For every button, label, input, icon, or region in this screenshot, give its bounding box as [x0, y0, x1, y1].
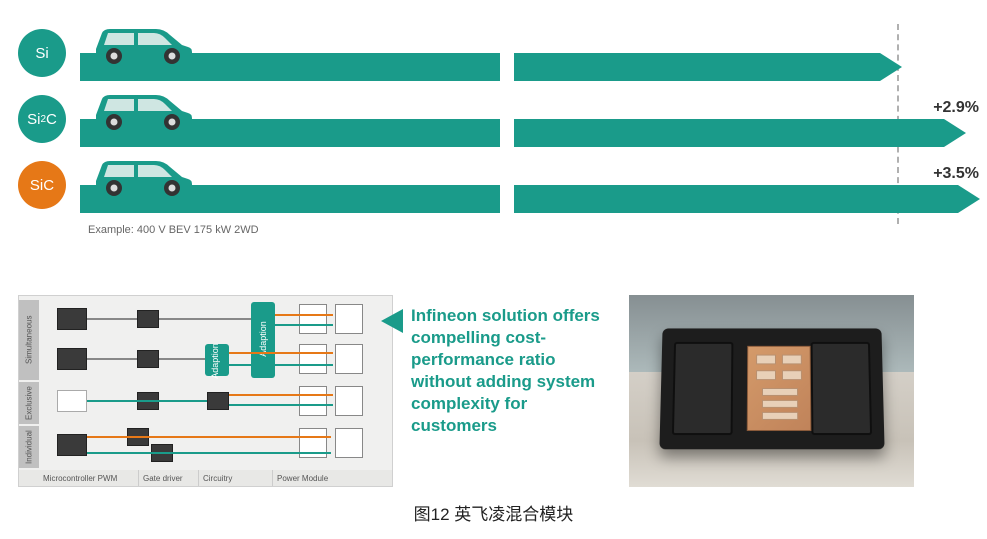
diagram-footer: Microcontroller PWM Gate driver Circuitr… — [19, 470, 392, 486]
die-icon — [782, 370, 802, 380]
range-row: SiC +3.5% — [18, 152, 969, 218]
die-icon — [762, 400, 798, 408]
mcu-chip-icon — [57, 434, 87, 456]
module-substrate — [747, 346, 812, 431]
arrow-head-icon — [880, 53, 902, 81]
gate-driver-chip-icon — [137, 350, 159, 368]
col-circuit: Circuitry — [199, 470, 273, 486]
die-icon — [782, 355, 802, 365]
arrow-head-icon — [958, 185, 980, 213]
transistor-icon — [299, 344, 327, 374]
transistor-icon — [335, 344, 363, 374]
solution-callout: Infineon solution offers compelling cost… — [411, 295, 611, 438]
mcu-chip-icon — [57, 348, 87, 370]
transistor-icon — [335, 386, 363, 416]
row-group-simultaneous: Simultaneous — [19, 300, 39, 380]
transistor-icon — [299, 304, 327, 334]
sic-line — [229, 394, 333, 396]
range-gain-label: +3.5% — [933, 165, 979, 183]
signal-line — [159, 318, 251, 320]
si-line — [229, 364, 333, 366]
example-text: Example: 400 V BEV 175 kW 2WD — [88, 224, 969, 236]
transistor-icon — [335, 304, 363, 334]
si-line — [229, 404, 333, 406]
signal-line — [87, 318, 137, 320]
col-gate: Gate driver — [139, 470, 199, 486]
signal-line — [87, 358, 137, 360]
row-group-individual: Individual — [19, 426, 39, 468]
arrow-gap — [500, 117, 514, 149]
col-power: Power Module — [273, 470, 392, 486]
transistor-icon — [299, 386, 327, 416]
module-cavity — [672, 342, 734, 435]
range-arrow-bar — [80, 185, 958, 213]
mcu-chip-icon — [57, 308, 87, 330]
signal-line — [159, 358, 205, 360]
left-arrow-icon — [381, 309, 403, 333]
gate-driver-chip-icon — [137, 310, 159, 328]
arrow-head-icon — [944, 119, 966, 147]
si-line — [275, 324, 333, 326]
row-group-exclusive: Exclusive — [19, 382, 39, 424]
die-icon — [756, 370, 776, 380]
range-arrow-track — [80, 25, 969, 81]
car-icon — [88, 151, 196, 197]
sic-line — [275, 314, 333, 316]
range-row: Si — [18, 20, 969, 86]
car-icon — [88, 85, 196, 131]
bottom-section: Simultaneous Exclusive Individual Adapti… — [18, 295, 969, 487]
material-badge: SiC — [18, 161, 66, 209]
module-photo — [629, 295, 914, 487]
range-comparison: Si Si2C +2.9%SiC +3.5% Example: 400 V BE… — [18, 20, 969, 275]
module-cavity — [811, 342, 873, 435]
range-row: Si2C +2.9% — [18, 86, 969, 152]
arrow-gap — [500, 183, 514, 215]
range-arrow-track: +2.9% — [80, 91, 969, 147]
arrow-gap — [500, 51, 514, 83]
material-badge: Si2C — [18, 95, 66, 143]
col-mcu: Microcontroller PWM — [39, 470, 139, 486]
range-arrow-track: +3.5% — [80, 157, 969, 213]
si-line — [87, 400, 207, 402]
die-icon — [756, 355, 776, 365]
block-diagram: Simultaneous Exclusive Individual Adapti… — [18, 295, 393, 487]
circuitry-chip-icon — [207, 392, 229, 410]
sic-line — [87, 436, 331, 438]
transistor-icon — [335, 428, 363, 458]
car-icon — [88, 19, 196, 65]
solution-text: Infineon solution offers compelling cost… — [411, 306, 600, 435]
die-icon — [762, 412, 798, 420]
adaption-block: Adaption — [205, 344, 229, 376]
mcu-chip-icon — [57, 390, 87, 412]
die-icon — [762, 388, 798, 396]
adaption-block: Adaption — [251, 302, 275, 378]
material-badge: Si — [18, 29, 66, 77]
figure-caption: 图12 英飞凌混合模块 — [0, 500, 987, 525]
module-body — [659, 328, 884, 449]
range-arrow-bar — [80, 53, 880, 81]
sic-line — [229, 352, 333, 354]
si-line — [87, 452, 331, 454]
range-gain-label: +2.9% — [933, 99, 979, 117]
